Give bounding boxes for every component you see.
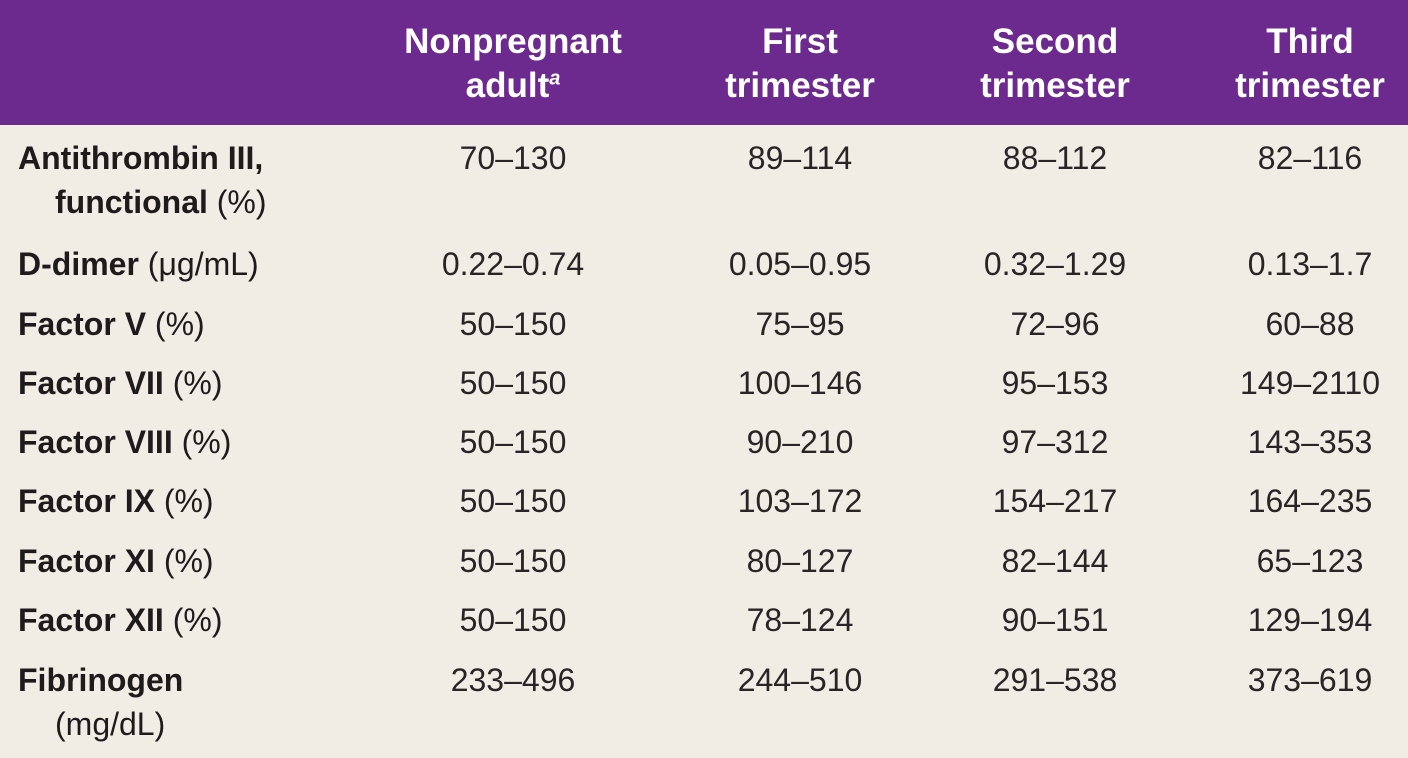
cell-third-trimester: 0.13–1.7 — [1247, 246, 1373, 282]
cell-second-trimester: 90–151 — [1001, 602, 1109, 638]
cell-second-trimester: 72–96 — [1010, 306, 1100, 342]
header-second-trimester: Second trimester — [950, 20, 1160, 108]
row-name: D-dimer — [18, 246, 139, 282]
cell-third-trimester: 129–194 — [1247, 602, 1373, 638]
row-name: Factor XII — [18, 602, 164, 638]
header-col1-line2: adult — [465, 66, 550, 105]
header-nonpregnant-adult: Nonpregnant adulta — [388, 20, 638, 108]
row-unit: (%) — [163, 483, 214, 519]
row-name: Factor VIII — [18, 424, 173, 460]
header-col1-line1: Nonpregnant — [404, 22, 622, 61]
row-label: Antithrombin III, functional (%) — [18, 136, 267, 224]
row-name: Antithrombin III, — [18, 140, 264, 176]
row-name-line2: functional — [55, 184, 208, 220]
cell-first-trimester: 89–114 — [747, 140, 853, 176]
cell-nonpregnant: 50–150 — [459, 543, 567, 579]
row-name: Factor VII — [18, 365, 164, 401]
cell-second-trimester: 291–538 — [992, 662, 1118, 698]
table-header: Nonpregnant adulta First trimester Secon… — [0, 0, 1408, 125]
row-label: Factor XI (%) — [18, 539, 214, 583]
row-name: Fibrinogen — [18, 662, 184, 698]
header-col2-line2: trimester — [725, 66, 875, 105]
row-unit: (μg/mL) — [147, 246, 259, 282]
cell-third-trimester: 143–353 — [1247, 424, 1373, 460]
cell-third-trimester: 82–116 — [1257, 140, 1363, 176]
row-label: Factor V (%) — [18, 302, 205, 346]
cell-first-trimester: 100–146 — [737, 365, 863, 401]
cell-third-trimester: 164–235 — [1247, 483, 1373, 519]
cell-second-trimester: 88–112 — [1002, 140, 1108, 176]
cell-first-trimester: 103–172 — [737, 483, 863, 519]
header-col4-line1: Third — [1266, 22, 1354, 61]
cell-second-trimester: 97–312 — [1001, 424, 1109, 460]
cell-first-trimester: 75–95 — [755, 306, 845, 342]
cell-first-trimester: 0.05–0.95 — [728, 246, 872, 282]
cell-first-trimester: 244–510 — [737, 662, 863, 698]
row-label: Factor VIII (%) — [18, 420, 231, 464]
header-first-trimester: First trimester — [690, 20, 910, 108]
cell-first-trimester: 90–210 — [746, 424, 854, 460]
cell-second-trimester: 82–144 — [1001, 543, 1109, 579]
header-third-trimester: Third trimester — [1215, 20, 1405, 108]
row-unit: (%) — [181, 424, 232, 460]
cell-nonpregnant: 50–150 — [459, 365, 567, 401]
row-unit: (%) — [163, 543, 214, 579]
row-unit: (%) — [154, 306, 205, 342]
cell-nonpregnant: 50–150 — [459, 306, 567, 342]
cell-nonpregnant: 233–496 — [450, 662, 576, 698]
cell-second-trimester: 154–217 — [992, 483, 1118, 519]
cell-nonpregnant: 50–150 — [459, 602, 567, 638]
row-name: Factor XI — [18, 543, 155, 579]
cell-third-trimester: 60–88 — [1265, 306, 1355, 342]
row-unit: (%) — [172, 602, 223, 638]
header-col4-line2: trimester — [1235, 66, 1385, 105]
row-label: Fibrinogen (mg/dL) — [18, 658, 183, 746]
cell-nonpregnant: 0.22–0.74 — [441, 246, 585, 282]
cell-third-trimester: 149–2110 — [1240, 365, 1380, 401]
cell-third-trimester: 373–619 — [1247, 662, 1373, 698]
row-label: Factor VII (%) — [18, 361, 222, 405]
cell-nonpregnant: 50–150 — [459, 483, 567, 519]
cell-first-trimester: 78–124 — [746, 602, 854, 638]
row-unit: (mg/dL) — [55, 706, 166, 742]
row-label: Factor IX (%) — [18, 479, 214, 523]
footnote-marker: a — [549, 67, 561, 90]
cell-second-trimester: 0.32–1.29 — [983, 246, 1127, 282]
row-unit: (%) — [216, 184, 267, 220]
row-label: Factor XII (%) — [18, 598, 222, 642]
cell-third-trimester: 65–123 — [1256, 543, 1364, 579]
cell-second-trimester: 95–153 — [1001, 365, 1109, 401]
cell-nonpregnant: 70–130 — [459, 140, 567, 176]
header-col3-line1: Second — [991, 22, 1119, 61]
header-col2-line1: First — [762, 22, 838, 61]
row-name: Factor V — [18, 306, 147, 342]
cell-nonpregnant: 50–150 — [459, 424, 567, 460]
row-label: D-dimer (μg/mL) — [18, 242, 259, 286]
header-col3-line2: trimester — [980, 66, 1130, 105]
row-unit: (%) — [172, 365, 223, 401]
row-name: Factor IX — [18, 483, 155, 519]
cell-first-trimester: 80–127 — [746, 543, 854, 579]
